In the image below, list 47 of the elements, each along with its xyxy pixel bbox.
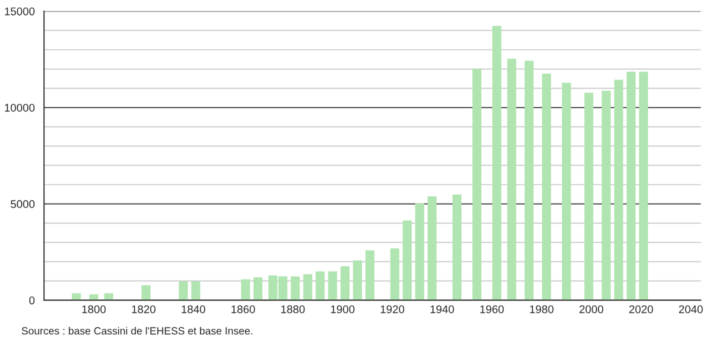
x-tick-label: 1980 (530, 305, 554, 314)
bar (253, 277, 262, 300)
bar (452, 194, 462, 300)
bar (390, 248, 400, 300)
bar (524, 60, 534, 300)
x-tick-label: 2040 (679, 305, 703, 314)
x-tick-label: 1880 (281, 305, 305, 314)
y-tick-label: 5000 (10, 200, 35, 208)
x-tick-label: 1940 (430, 305, 454, 314)
bar (428, 196, 437, 300)
bar (303, 274, 312, 300)
bar (562, 82, 571, 300)
bar (89, 294, 98, 300)
bar (178, 281, 188, 300)
bar (352, 260, 362, 300)
bar (191, 281, 200, 300)
bar (340, 266, 350, 300)
y-tick-label: 15000 (4, 7, 35, 16)
x-tick-label: 1840 (182, 305, 206, 314)
bar (639, 72, 648, 300)
x-tick-label: 1920 (380, 305, 404, 314)
bar (402, 220, 412, 300)
x-tick-label: 1860 (232, 305, 255, 314)
x-tick-label: 1800 (82, 305, 106, 314)
bar (365, 250, 374, 300)
bar (415, 204, 424, 300)
x-tick-label: 1820 (132, 305, 156, 314)
bar (492, 26, 502, 300)
x-tick-label: 1900 (331, 305, 354, 314)
bar (602, 90, 611, 300)
bar (290, 276, 300, 300)
bar (328, 271, 338, 300)
y-tick-label: 10000 (4, 104, 35, 112)
bar (614, 80, 624, 300)
bar (584, 92, 594, 300)
source-note: Sources : base Cassini de l'EHESS et base Insee. (22, 326, 252, 335)
bar (626, 72, 636, 300)
x-tick-label: 2020 (629, 305, 653, 314)
bar (542, 74, 552, 300)
bar (241, 279, 250, 300)
x-tick-label: 2000 (580, 305, 604, 314)
bar (142, 285, 150, 300)
y-tick-label: 0 (29, 296, 35, 304)
bar (507, 58, 516, 300)
bar (472, 68, 482, 300)
bar (316, 271, 325, 300)
x-tick-label: 1960 (480, 305, 504, 314)
